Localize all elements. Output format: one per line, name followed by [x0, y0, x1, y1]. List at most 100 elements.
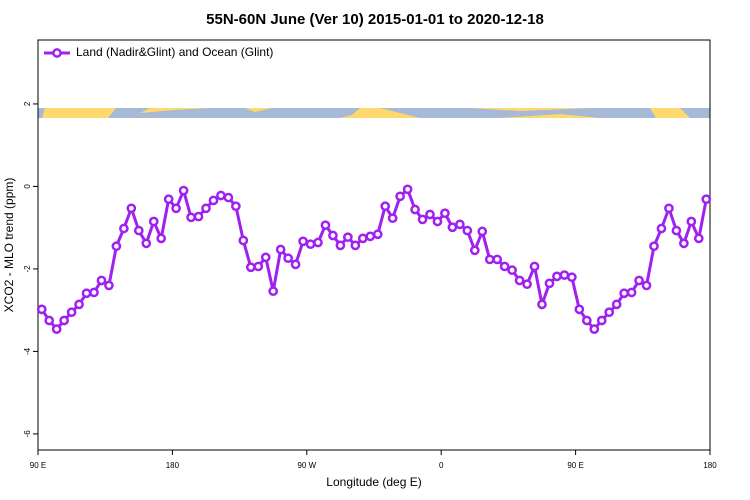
- x-axis-label: Longitude (deg E): [326, 475, 421, 489]
- data-point: [119, 223, 129, 234]
- data-point: [126, 203, 137, 214]
- data-point: [313, 237, 323, 248]
- y-tick-label: -4: [23, 347, 32, 355]
- data-point: [469, 245, 480, 256]
- data-point: [328, 230, 338, 241]
- data-point: [238, 235, 249, 246]
- data-point: [477, 226, 488, 237]
- data-point: [574, 304, 585, 315]
- data-point: [133, 225, 144, 236]
- data-point: [567, 272, 577, 283]
- data-point: [343, 232, 353, 243]
- data-point: [96, 275, 107, 286]
- chart-title: 55N-60N June (Ver 10) 2015-01-01 to 2020…: [206, 11, 544, 28]
- data-point: [208, 195, 219, 206]
- data-point: [447, 222, 458, 233]
- data-point: [492, 254, 503, 265]
- x-tick-label: 90 E: [30, 461, 46, 470]
- data-point: [171, 203, 181, 214]
- data-point: [104, 280, 114, 291]
- data-point: [440, 208, 450, 219]
- data-point: [89, 287, 99, 298]
- y-axis-label: XCO2 - MLO trend (ppm): [2, 178, 16, 313]
- data-point: [425, 209, 435, 220]
- data-point: [664, 203, 674, 214]
- x-tick-label: 90 E: [567, 461, 583, 470]
- data-point: [178, 185, 189, 196]
- data-point: [581, 315, 592, 326]
- data-point: [231, 201, 241, 212]
- data-point: [559, 270, 570, 280]
- data-point: [268, 286, 279, 297]
- data-point: [36, 304, 47, 315]
- map-strip: [38, 108, 710, 118]
- data-point: [649, 241, 659, 252]
- data-point: [462, 225, 473, 236]
- data-point: [537, 299, 547, 310]
- data-point: [402, 184, 413, 195]
- x-tick-label: 180: [166, 461, 180, 470]
- data-point: [74, 299, 84, 310]
- data-point: [499, 261, 510, 272]
- data-point: [626, 287, 637, 298]
- data-point: [365, 231, 376, 242]
- legend-label: Land (Nadir&Glint) and Ocean (Glint): [76, 45, 273, 59]
- data-point: [245, 262, 256, 273]
- data-point: [357, 233, 368, 244]
- data-point: [81, 288, 92, 299]
- data-point: [679, 238, 689, 249]
- data-point: [432, 216, 443, 227]
- data-point: [484, 254, 495, 265]
- data-point: [693, 233, 704, 244]
- data-point: [410, 204, 420, 215]
- data-point: [641, 280, 652, 291]
- data-point: [387, 213, 398, 224]
- data-point: [596, 315, 607, 326]
- data-point: [193, 211, 204, 222]
- data-point: [148, 216, 159, 227]
- data-point: [141, 238, 152, 249]
- y-tick-label: -6: [23, 430, 32, 438]
- data-point: [298, 236, 308, 247]
- data-point: [59, 315, 69, 326]
- data-point: [44, 315, 55, 326]
- data-point: [395, 191, 405, 202]
- data-point: [275, 244, 286, 255]
- data-point: [686, 216, 697, 227]
- data-point: [283, 253, 293, 264]
- data-point: [216, 190, 226, 201]
- data-point: [529, 261, 540, 272]
- data-point: [552, 271, 562, 282]
- data-point: [372, 229, 383, 240]
- data-point: [201, 203, 211, 214]
- data-point: [671, 225, 682, 236]
- x-tick-label: 90 W: [297, 461, 316, 470]
- data-point: [701, 194, 712, 205]
- data-point: [544, 278, 555, 289]
- data-point: [66, 307, 77, 318]
- y-tick-label: -2: [23, 265, 32, 273]
- data-point: [507, 265, 517, 276]
- data-point: [350, 240, 361, 251]
- x-tick-label: 180: [703, 461, 717, 470]
- y-tick-label: 0: [23, 184, 32, 189]
- data-point: [522, 279, 532, 290]
- data-point: [589, 324, 600, 334]
- data-point: [417, 214, 428, 225]
- plot-frame: [37, 39, 711, 451]
- data-point: [320, 220, 331, 231]
- y-tick-label: 2: [23, 101, 32, 106]
- x-tick-label: 0: [439, 461, 444, 470]
- data-point: [604, 307, 615, 318]
- data-point: [656, 223, 667, 234]
- data-point: [514, 275, 525, 286]
- data-point: [260, 252, 271, 263]
- data-point: [335, 240, 346, 251]
- data-point: [111, 241, 122, 252]
- data-point: [305, 239, 316, 250]
- data-point: [290, 259, 301, 270]
- data-point: [223, 192, 234, 203]
- data-point: [634, 275, 644, 286]
